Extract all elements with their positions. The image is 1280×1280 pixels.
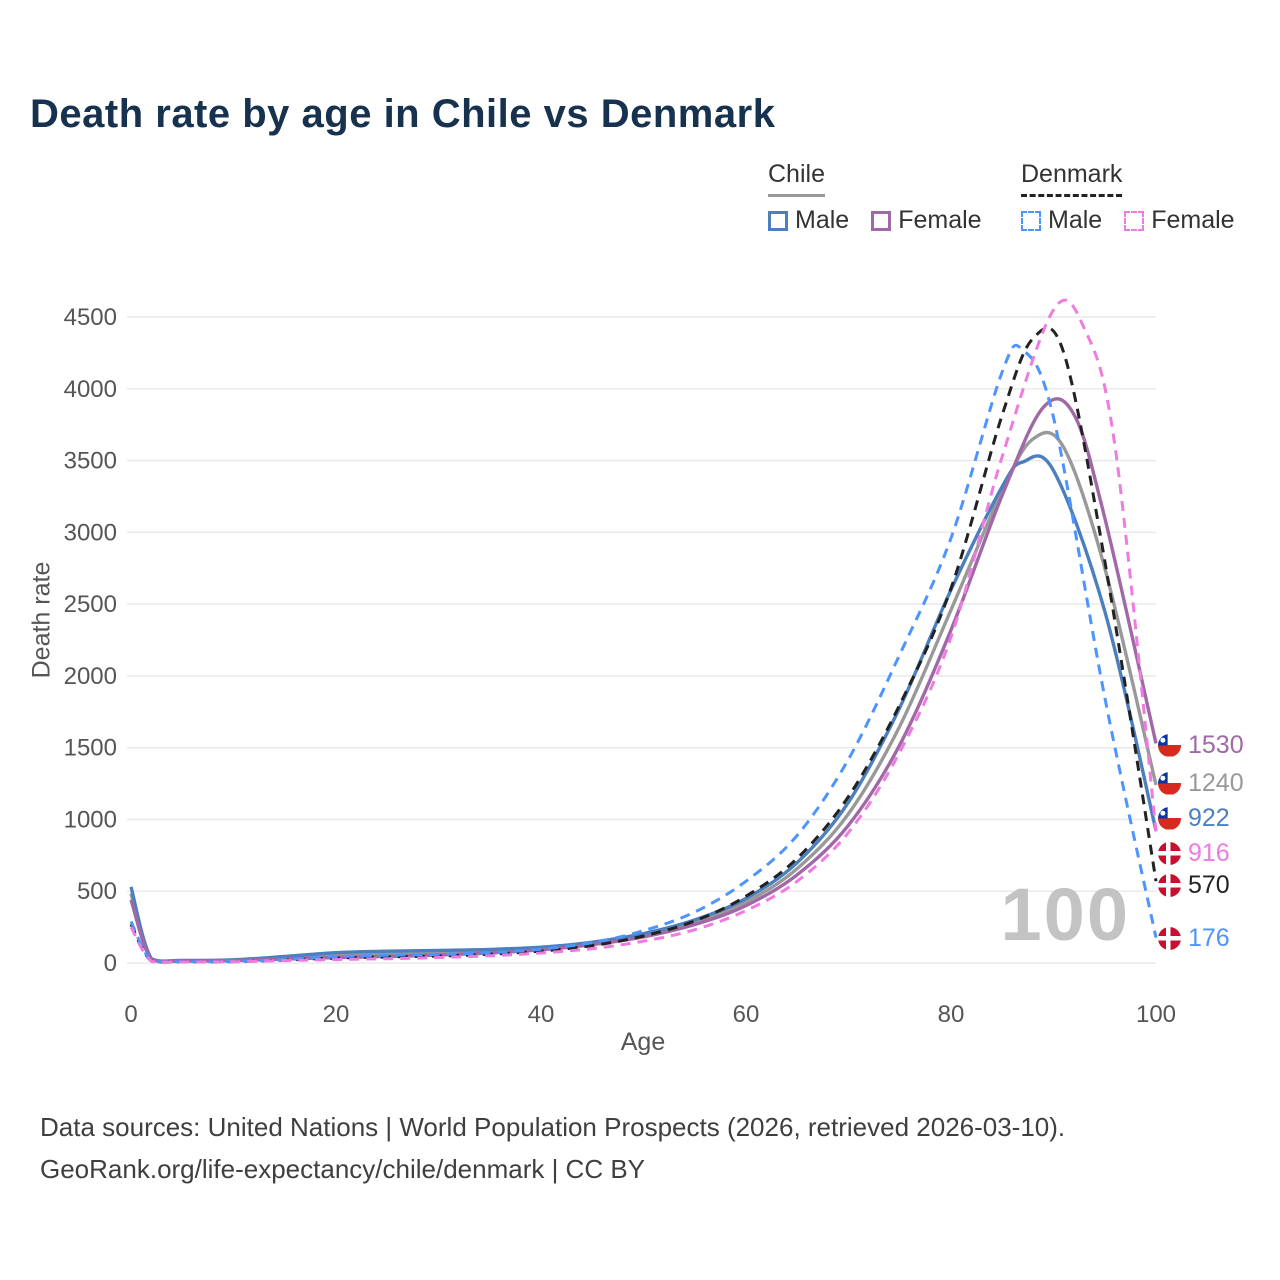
y-tick-label: 4000: [64, 376, 117, 403]
end-value: 570: [1188, 870, 1230, 899]
end-label-chile-male: 922: [1158, 803, 1230, 832]
end-value: 1530: [1188, 730, 1244, 759]
data-sources-text: Data sources: United Nations | World Pop…: [40, 1112, 1066, 1142]
end-label-chile-both: 1240: [1158, 768, 1244, 797]
x-tick-label: 20: [323, 1001, 350, 1028]
legend-denmark-female-label[interactable]: Female: [1151, 206, 1235, 234]
denmark-female-swatch-icon[interactable]: [1124, 210, 1145, 231]
y-tick-label: 4500: [64, 304, 117, 331]
denmark-flag-icon: [1158, 841, 1181, 865]
chile-flag-icon: [1158, 806, 1181, 830]
end-value: 176: [1188, 923, 1230, 952]
legend-chile-male-label[interactable]: Male: [795, 206, 850, 234]
end-value: 1240: [1188, 768, 1244, 797]
end-label-denmark-male: 176: [1158, 923, 1230, 952]
chile-male-swatch-icon[interactable]: [768, 210, 788, 231]
series-line-chile_male: [129, 454, 1158, 963]
y-tick-label: 0: [104, 950, 117, 977]
x-tick-label: 40: [528, 1001, 555, 1028]
end-label-chile-female: 1530: [1158, 730, 1244, 759]
x-tick-label: 100: [1136, 1001, 1176, 1028]
legend-denmark-male-label[interactable]: Male: [1048, 206, 1103, 234]
end-value: 922: [1188, 803, 1230, 832]
attribution-text: GeoRank.org/life-expectancy/chile/denmar…: [40, 1154, 646, 1184]
y-tick-label: 500: [77, 878, 117, 905]
y-tick-label: 3000: [64, 519, 117, 546]
legend-chile-female-label[interactable]: Female: [898, 206, 982, 234]
series-line-denmark_female: [129, 298, 1158, 964]
footer: Data sources: United Nations | World Pop…: [40, 1106, 1065, 1190]
chile-flag-icon: [1158, 771, 1181, 795]
y-tick-label: 2500: [64, 591, 117, 618]
end-label-denmark-both: 570: [1158, 870, 1230, 899]
x-tick-label: 60: [733, 1001, 760, 1028]
legend-chile-group: Chile Male Female: [768, 160, 982, 235]
y-tick-label: 3500: [64, 448, 117, 475]
legend-denmark-label[interactable]: Denmark: [1021, 160, 1123, 197]
x-tick-label: 0: [124, 1001, 137, 1028]
denmark-male-swatch-icon[interactable]: [1021, 210, 1041, 231]
y-tick-label: 1000: [64, 806, 117, 833]
x-tick-label: 80: [938, 1001, 965, 1028]
y-tick-label: 2000: [64, 663, 117, 690]
series-line-denmark: [129, 326, 1158, 964]
y-tick-label: 1500: [64, 735, 117, 762]
age-watermark: 100: [1000, 873, 1130, 956]
chile-flag-icon: [1158, 733, 1181, 757]
denmark-flag-icon: [1158, 873, 1181, 897]
denmark-flag-icon: [1158, 926, 1181, 950]
page-title: Death rate by age in Chile vs Denmark: [30, 92, 776, 136]
legend-chile-label[interactable]: Chile: [768, 160, 825, 197]
end-value: 916: [1188, 838, 1230, 867]
x-axis-title: Age: [620, 1028, 666, 1056]
y-axis-title: Death rate: [27, 561, 56, 679]
chile-female-swatch-icon[interactable]: [871, 210, 892, 231]
end-label-denmark-female: 916: [1158, 838, 1230, 867]
legend-denmark-group: Denmark Male Female: [1021, 160, 1235, 235]
series-line-denmark_male: [129, 343, 1158, 964]
